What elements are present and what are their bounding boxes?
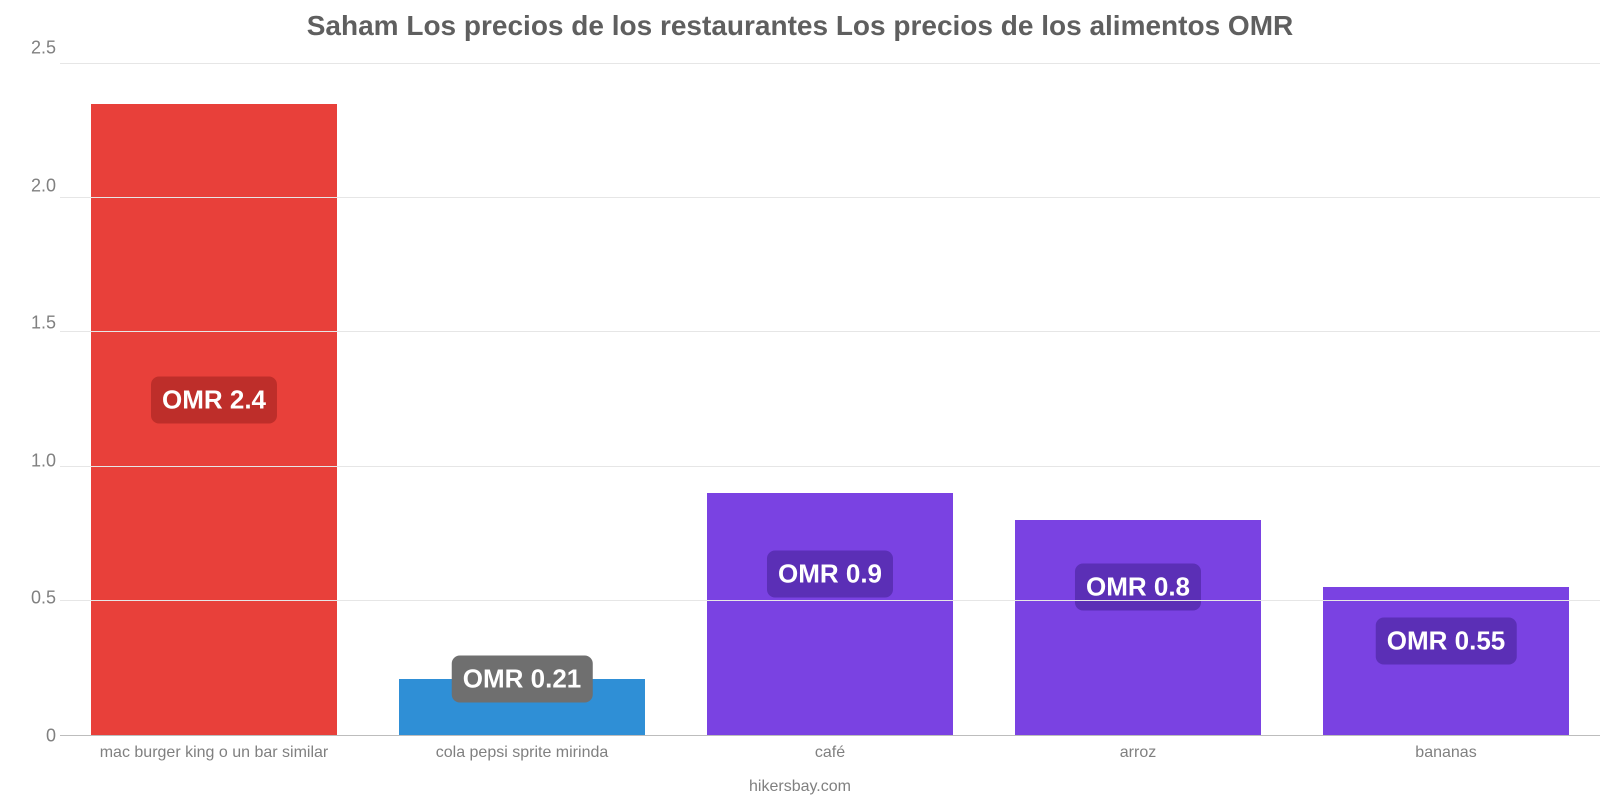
x-label: cola pepsi sprite mirinda <box>368 736 676 774</box>
y-tick: 1.0 <box>31 450 56 471</box>
chart-attribution: hikersbay.com <box>0 774 1600 800</box>
bar-slot: OMR 0.8 <box>984 64 1292 735</box>
grid-line <box>60 197 1600 198</box>
grid-line <box>60 600 1600 601</box>
x-axis-labels: mac burger king o un bar similarcola pep… <box>60 736 1600 774</box>
x-axis: mac burger king o un bar similarcola pep… <box>0 736 1600 774</box>
y-tick: 0 <box>46 726 56 747</box>
bar-slot: OMR 0.55 <box>1292 64 1600 735</box>
grid-line <box>60 331 1600 332</box>
price-bar-chart: Saham Los precios de los restaurantes Lo… <box>0 0 1600 800</box>
bar-slot: OMR 0.9 <box>676 64 984 735</box>
plot-row: 00.51.01.52.02.5 OMR 2.4OMR 0.21OMR 0.9O… <box>0 48 1600 736</box>
bar <box>1015 520 1261 735</box>
value-badge: OMR 2.4 <box>151 376 277 423</box>
grid-line <box>60 63 1600 64</box>
chart-title: Saham Los precios de los restaurantes Lo… <box>0 0 1600 48</box>
x-label: arroz <box>984 736 1292 774</box>
x-label: bananas <box>1292 736 1600 774</box>
y-tick: 2.0 <box>31 175 56 196</box>
y-tick: 1.5 <box>31 313 56 334</box>
value-badge: OMR 0.21 <box>452 655 593 702</box>
plot-area: OMR 2.4 OMR 0.21 OMR 0.9 OMR 0.8 OMR 0.55 <box>60 64 1600 736</box>
x-label: café <box>676 736 984 774</box>
x-label: mac burger king o un bar similar <box>60 736 368 774</box>
bar-slot: OMR 2.4 <box>60 64 368 735</box>
value-badge: OMR 0.9 <box>767 550 893 597</box>
bar <box>707 493 953 735</box>
bars-layer: OMR 2.4 OMR 0.21 OMR 0.9 OMR 0.8 OMR 0.55 <box>60 64 1600 735</box>
value-badge: OMR 0.55 <box>1376 618 1517 665</box>
grid-line <box>60 466 1600 467</box>
y-tick: 0.5 <box>31 588 56 609</box>
y-axis: 00.51.01.52.02.5 <box>0 48 60 736</box>
bar-slot: OMR 0.21 <box>368 64 676 735</box>
y-tick: 2.5 <box>31 38 56 59</box>
value-badge: OMR 0.8 <box>1075 564 1201 611</box>
